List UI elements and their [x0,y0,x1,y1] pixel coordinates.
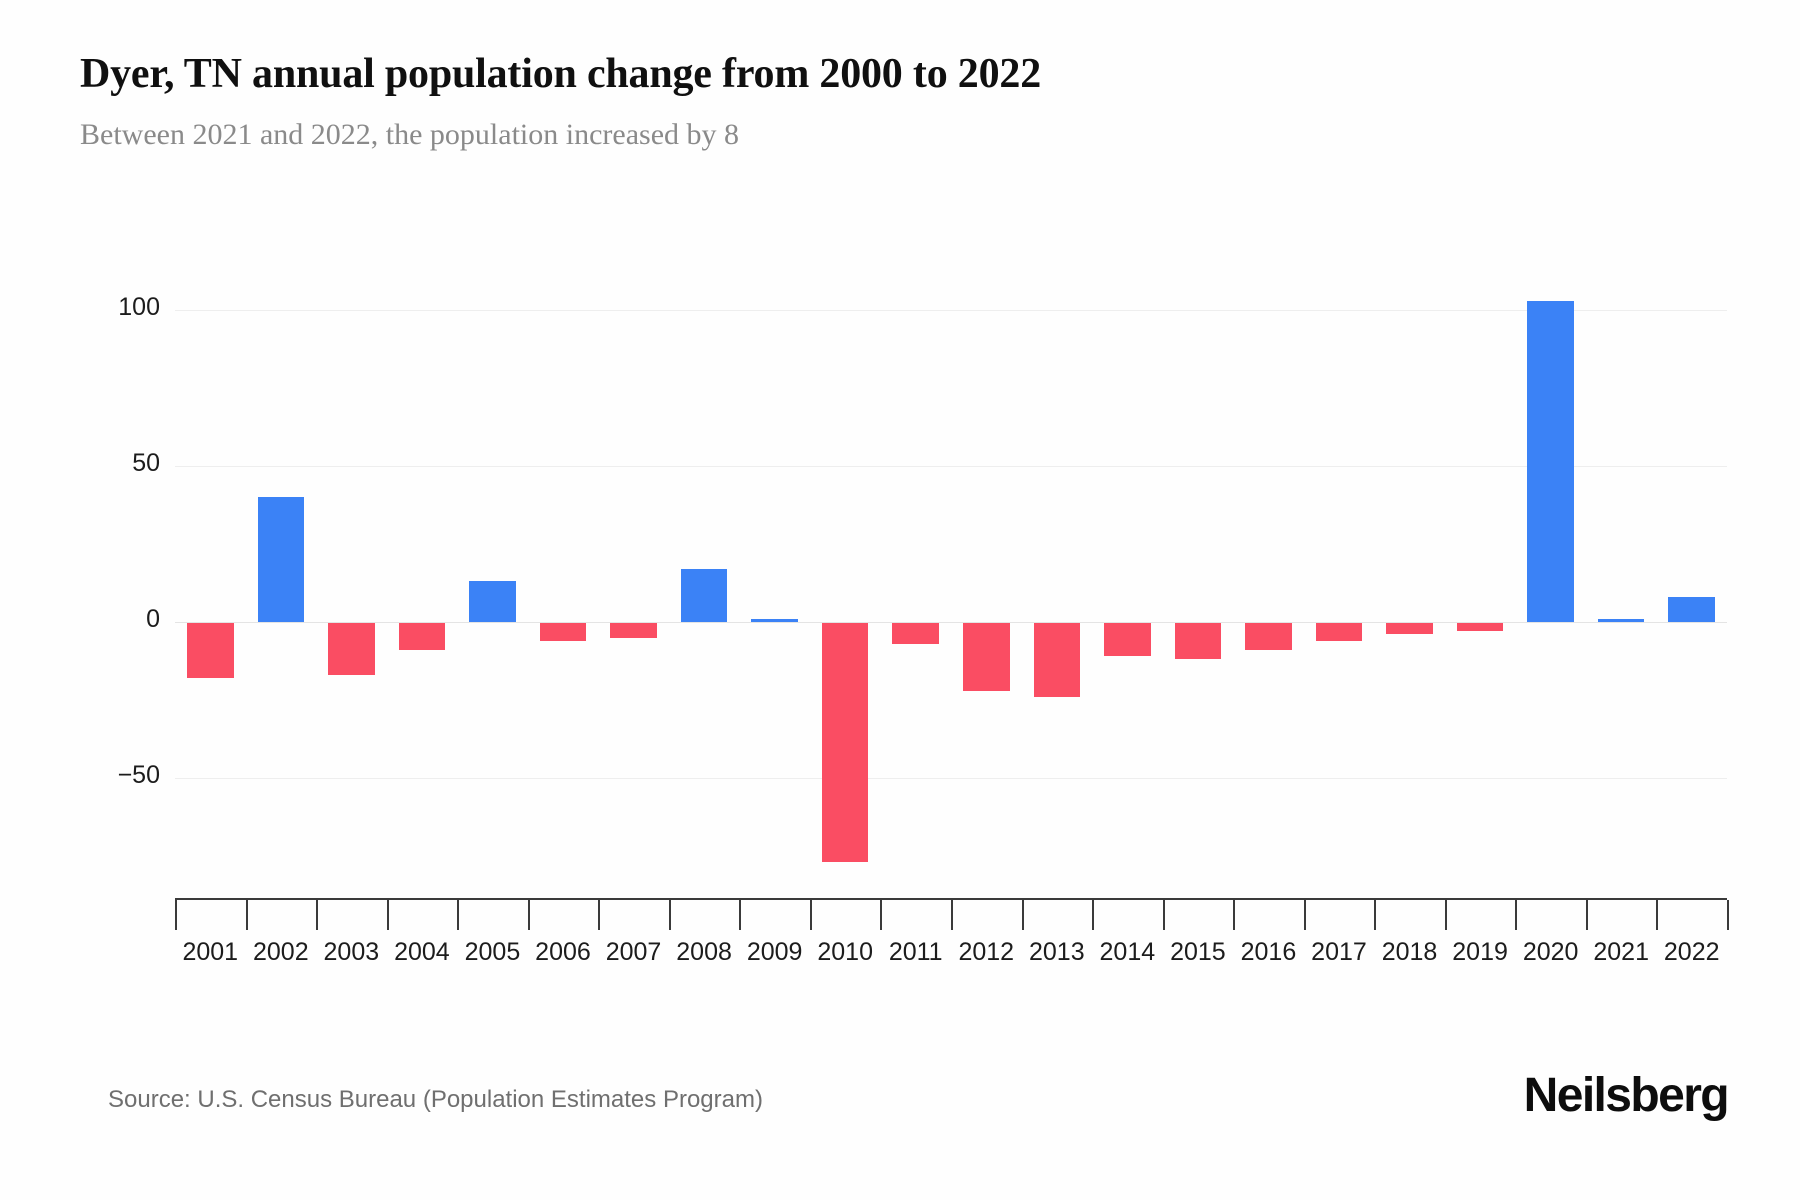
x-axis-tick-label: 2018 [1381,938,1438,966]
bar-2013[interactable] [1033,622,1081,697]
brand-logo: Neilsberg [1523,1069,1730,1122]
x-axis-tick [598,900,601,930]
x-axis-tick-label: 2015 [1170,938,1226,966]
page-title: Dyer, TN annual population change from 2… [80,51,1041,97]
x-axis-tick [1585,900,1588,930]
x-axis-tick [1162,900,1165,930]
x-axis-tick [880,900,883,930]
x-axis-tick-label: 2014 [1099,938,1156,966]
x-axis-line [175,898,1727,900]
bar-2018[interactable] [1386,622,1433,635]
x-axis-tick-label: 2017 [1311,938,1367,966]
x-axis-tick [1444,900,1447,930]
x-axis-tick-label: 2001 [182,938,239,966]
x-axis-tick-label: 2002 [252,938,309,966]
bar-2019[interactable] [1456,622,1504,632]
x-axis-tick-label: 2010 [817,938,873,966]
x-axis-tick [1233,900,1236,930]
y-gridline [175,778,1727,779]
x-axis-tick [1515,900,1518,930]
bar-2020[interactable] [1527,300,1574,622]
x-axis-tick [951,900,953,930]
x-axis-tick-label: 2021 [1593,938,1649,966]
bar-2003[interactable] [328,622,375,676]
x-axis-tick-label: 2016 [1240,938,1297,966]
bar-2004[interactable] [398,622,446,651]
bar-2011[interactable] [892,622,939,644]
bar-2010[interactable] [821,622,869,863]
x-axis-tick-label: 2005 [464,938,521,966]
x-axis-tick [1303,900,1306,930]
y-axis-tick-label: 50 [132,449,160,477]
x-axis-tick [739,900,742,930]
x-axis-tick [1656,900,1659,930]
bar-2009[interactable] [751,618,798,622]
bar-2005[interactable] [469,581,516,622]
x-axis-tick-label: 2020 [1522,938,1579,966]
x-axis-tick-label: 2022 [1663,938,1720,966]
x-axis-tick-label: 2004 [394,938,450,966]
bar-2021[interactable] [1597,618,1645,622]
x-axis-tick [245,900,248,930]
x-axis-tick [527,900,530,930]
bar-2012[interactable] [962,622,1010,691]
x-axis-tick [1092,900,1095,930]
y-axis-tick-label: 100 [118,293,160,321]
x-axis-tick [175,900,177,930]
bar-2008[interactable] [680,568,728,622]
y-axis-tick-label: −50 [117,761,160,789]
bar-2014[interactable] [1104,622,1151,657]
x-axis-tick-label: 2013 [1028,938,1085,966]
x-axis-tick-label: 2003 [323,938,380,966]
x-axis-tick-label: 2006 [535,938,591,966]
source-note: Source: U.S. Census Bureau (Population E… [108,1086,763,1113]
x-axis-tick-label: 2019 [1452,938,1508,966]
x-axis-tick [809,900,812,930]
x-axis-tick-label: 2009 [746,938,803,966]
bar-2016[interactable] [1245,622,1292,651]
bar-2017[interactable] [1315,622,1363,641]
x-axis-tick-label: 2007 [605,938,662,966]
bar-2007[interactable] [610,622,657,638]
bar-2015[interactable] [1174,622,1222,660]
page-subtitle: Between 2021 and 2022, the population in… [80,118,740,151]
x-axis-tick [1374,900,1377,930]
x-axis-tick-label: 2012 [958,938,1015,966]
bar-2022[interactable] [1668,597,1715,622]
y-gridline [175,466,1727,467]
y-axis-tick-label: 0 [146,605,160,633]
x-axis-tick [1727,900,1729,930]
x-axis-tick [457,900,460,930]
x-axis-tick [386,900,389,930]
y-gridline [175,310,1727,311]
bar-2002[interactable] [257,497,305,622]
zero-baseline [175,622,1727,623]
bar-2001[interactable] [186,622,234,679]
x-axis-tick [316,900,319,930]
x-axis-tick [668,900,671,930]
x-axis-tick-label: 2008 [676,938,732,966]
bar-2006[interactable] [539,622,587,641]
x-axis-tick [1021,900,1024,930]
x-axis-tick-label: 2011 [888,938,943,966]
